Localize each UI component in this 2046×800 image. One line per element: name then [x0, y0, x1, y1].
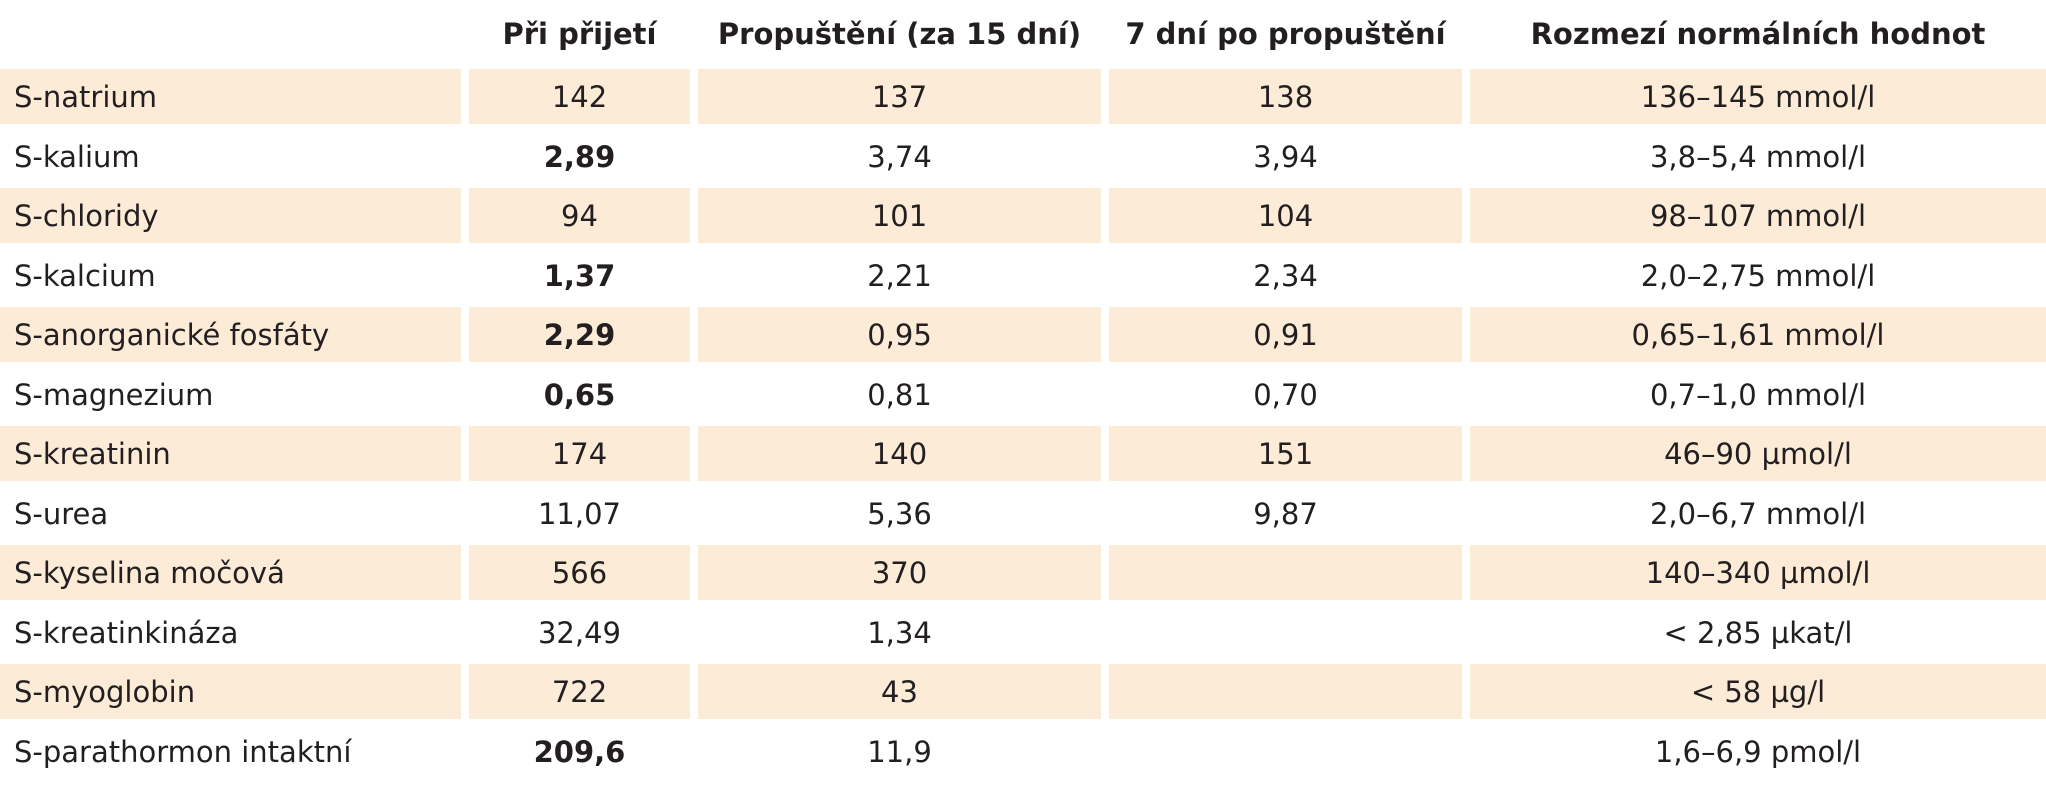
- parameter-cell: S-kreatinkináza: [14, 615, 239, 650]
- table-row: S-urea 11,07 5,36 9,87 2,0–6,7 mmol/l: [0, 486, 2046, 541]
- parameter-cell: S-myoglobin: [0, 664, 461, 719]
- normal-range-cell: < 2,85 µkat/l: [1663, 615, 1853, 650]
- parameter-cell: S-chloridy: [0, 188, 461, 243]
- header-normal-range: Rozmezí normálních hodnot: [1530, 17, 1986, 51]
- table-row: S-kalcium 1,37 2,21 2,34 2,0–2,75 mmol/l: [0, 248, 2046, 303]
- after-7-days-value-cell: 0,70: [1253, 377, 1318, 412]
- admission-value-cell: 722: [469, 664, 690, 719]
- admission-value-cell: 209,6: [533, 734, 626, 769]
- admission-value-cell: 174: [469, 426, 690, 481]
- table-row: S-kyselina močová 566 370 140–340 µmol/l: [0, 545, 2046, 600]
- admission-value-cell: 0,65: [543, 377, 616, 412]
- table-row: S-natrium 142 137 138 136–145 mmol/l: [0, 69, 2046, 124]
- discharge-value-cell: 137: [698, 69, 1101, 124]
- admission-value-cell: 32,49: [537, 615, 622, 650]
- table-row: S-magnezium 0,65 0,81 0,70 0,7–1,0 mmol/l: [0, 367, 2046, 422]
- parameter-cell: S-anorganické fosfáty: [0, 307, 461, 362]
- normal-range-cell: 98–107 mmol/l: [1470, 188, 2046, 243]
- after-7-days-value-cell: 3,94: [1253, 139, 1318, 174]
- discharge-value-cell: 2,21: [867, 258, 932, 293]
- discharge-value-cell: 43: [698, 664, 1101, 719]
- table-row: S-kalium 2,89 3,74 3,94 3,8–5,4 mmol/l: [0, 129, 2046, 184]
- header-admission: Při přijetí: [502, 17, 657, 51]
- admission-value-cell: 566: [469, 545, 690, 600]
- after-7-days-value-cell: [1109, 724, 1462, 779]
- parameter-cell: S-natrium: [0, 69, 461, 124]
- table-row: S-kreatinkináza 32,49 1,34 < 2,85 µkat/l: [0, 605, 2046, 660]
- admission-value-cell: 94: [469, 188, 690, 243]
- discharge-value-cell: 11,9: [867, 734, 932, 769]
- parameter-cell: S-parathormon intaktní: [14, 734, 352, 769]
- discharge-value-cell: 3,74: [867, 139, 932, 174]
- discharge-value-cell: 370: [698, 545, 1101, 600]
- discharge-value-cell: 1,34: [867, 615, 932, 650]
- after-7-days-value-cell: [1109, 664, 1462, 719]
- parameter-cell: S-kyselina močová: [0, 545, 461, 600]
- normal-range-cell: 2,0–2,75 mmol/l: [1640, 258, 1876, 293]
- normal-range-cell: 2,0–6,7 mmol/l: [1649, 496, 1867, 531]
- table-row: S-anorganické fosfáty 2,29 0,95 0,91 0,65–1,…: [0, 307, 2046, 362]
- discharge-value-cell: 140: [698, 426, 1101, 481]
- parameter-cell: S-magnezium: [14, 377, 214, 412]
- after-7-days-value-cell: [1109, 545, 1462, 600]
- after-7-days-value-cell: 0,91: [1109, 307, 1462, 362]
- normal-range-cell: 136–145 mmol/l: [1470, 69, 2046, 124]
- admission-value-cell: 2,29: [469, 307, 690, 362]
- admission-value-cell: 2,89: [543, 139, 616, 174]
- discharge-value-cell: 0,81: [867, 377, 932, 412]
- parameter-cell: S-kalium: [14, 139, 140, 174]
- normal-range-cell: 3,8–5,4 mmol/l: [1649, 139, 1867, 174]
- header-parameter: [0, 0, 461, 68]
- normal-range-cell: 46–90 µmol/l: [1470, 426, 2046, 481]
- after-7-days-value-cell: [1109, 605, 1462, 660]
- table-row: S-kreatinin 174 140 151 46–90 µmol/l: [0, 426, 2046, 481]
- discharge-value-cell: 5,36: [867, 496, 932, 531]
- after-7-days-value-cell: 9,87: [1253, 496, 1318, 531]
- header-7-days-after: 7 dní po propuštění: [1125, 17, 1446, 51]
- table-row: S-myoglobin 722 43 < 58 µg/l: [0, 664, 2046, 719]
- table-row: S-chloridy 94 101 104 98–107 mmol/l: [0, 188, 2046, 243]
- after-7-days-value-cell: 138: [1109, 69, 1462, 124]
- discharge-value-cell: 101: [698, 188, 1101, 243]
- admission-value-cell: 11,07: [537, 496, 622, 531]
- normal-range-cell: 0,65–1,61 mmol/l: [1470, 307, 2046, 362]
- after-7-days-value-cell: 104: [1109, 188, 1462, 243]
- admission-value-cell: 1,37: [543, 258, 616, 293]
- normal-range-cell: 1,6–6,9 pmol/l: [1654, 734, 1862, 769]
- admission-value-cell: 142: [469, 69, 690, 124]
- normal-range-cell: < 58 µg/l: [1470, 664, 2046, 719]
- table-header: Při přijetí Propuštění (za 15 dní) 7 dní…: [0, 0, 2046, 68]
- header-discharge: Propuštění (za 15 dní): [717, 17, 1082, 51]
- discharge-value-cell: 0,95: [698, 307, 1101, 362]
- after-7-days-value-cell: 2,34: [1253, 258, 1318, 293]
- table-row: S-parathormon intaktní 209,6 11,9 1,6–6,9 p…: [0, 724, 2046, 779]
- after-7-days-value-cell: 151: [1109, 426, 1462, 481]
- normal-range-cell: 0,7–1,0 mmol/l: [1649, 377, 1867, 412]
- parameter-cell: S-kreatinin: [0, 426, 461, 481]
- parameter-cell: S-kalcium: [14, 258, 156, 293]
- normal-range-cell: 140–340 µmol/l: [1470, 545, 2046, 600]
- parameter-cell: S-urea: [14, 496, 109, 531]
